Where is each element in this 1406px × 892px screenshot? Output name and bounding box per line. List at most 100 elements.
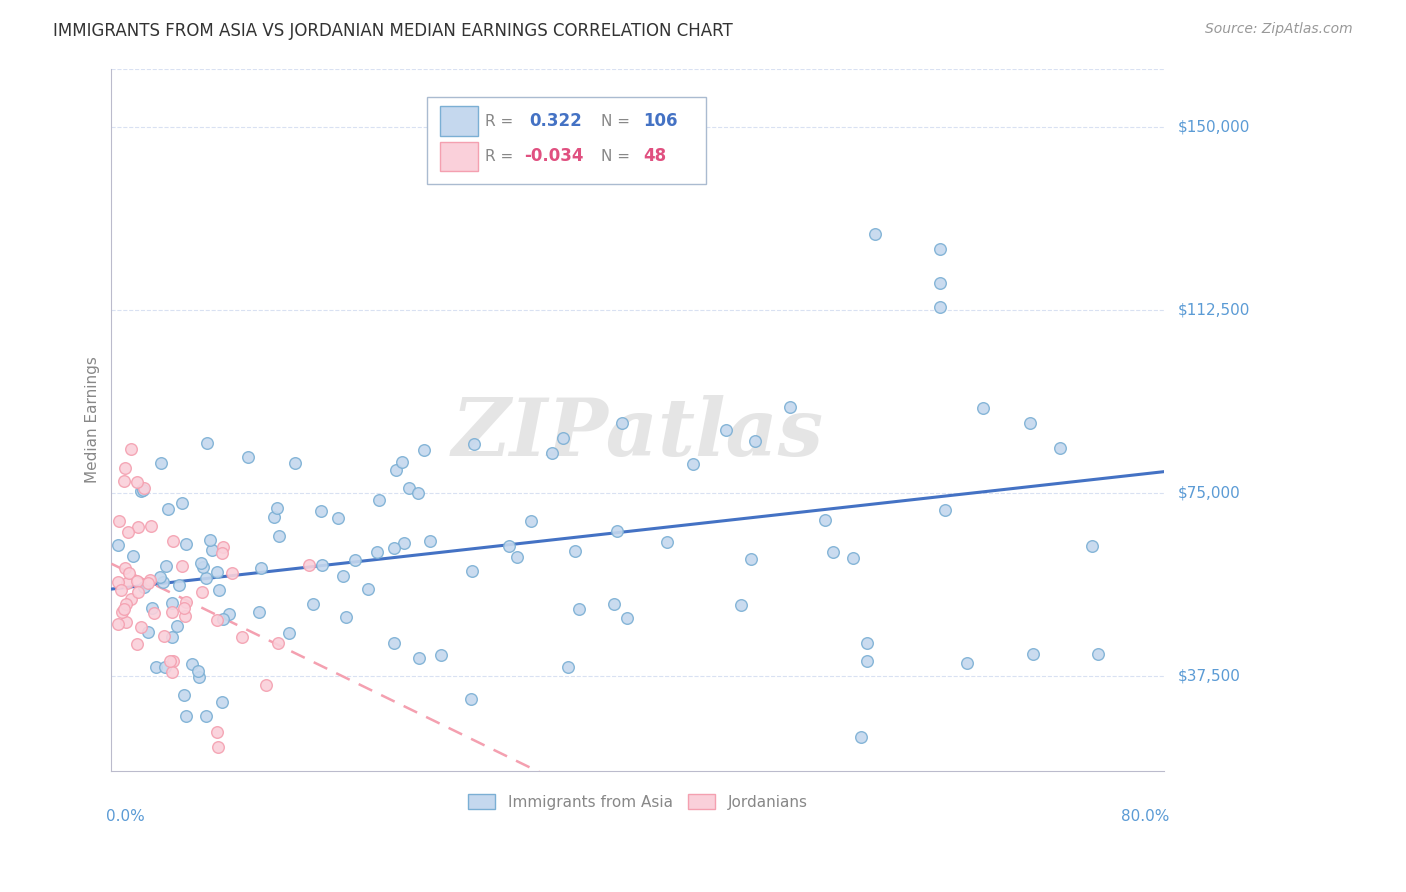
Point bbox=[851, 730, 873, 744]
Point bbox=[564, 543, 586, 558]
Point bbox=[112, 474, 135, 488]
Point bbox=[120, 592, 142, 607]
Point bbox=[218, 607, 240, 621]
Point bbox=[254, 678, 277, 692]
Point bbox=[159, 654, 181, 668]
Point bbox=[150, 456, 173, 470]
Point bbox=[153, 629, 176, 643]
Point bbox=[187, 664, 209, 678]
Point bbox=[115, 575, 138, 590]
Text: R =: R = bbox=[485, 113, 513, 128]
Point bbox=[498, 539, 520, 553]
Point bbox=[127, 574, 149, 588]
Point bbox=[170, 558, 193, 573]
Point bbox=[107, 574, 129, 589]
Point bbox=[174, 595, 197, 609]
Point bbox=[166, 619, 188, 633]
Point bbox=[107, 617, 129, 632]
Point bbox=[612, 416, 634, 430]
Point bbox=[298, 558, 321, 572]
Point bbox=[856, 654, 879, 668]
Point bbox=[107, 538, 129, 552]
FancyBboxPatch shape bbox=[440, 106, 478, 136]
Point bbox=[309, 504, 332, 518]
Point bbox=[856, 636, 879, 650]
Point bbox=[114, 561, 136, 575]
Point bbox=[744, 434, 766, 448]
Point bbox=[247, 605, 270, 619]
Point bbox=[117, 566, 139, 581]
Point bbox=[160, 596, 183, 610]
Point bbox=[207, 740, 229, 755]
Point bbox=[382, 541, 405, 556]
Point bbox=[208, 582, 231, 597]
Legend: Immigrants from Asia, Jordanians: Immigrants from Asia, Jordanians bbox=[461, 788, 814, 815]
Point bbox=[934, 502, 956, 516]
Point bbox=[129, 620, 152, 634]
Point bbox=[813, 513, 835, 527]
Point bbox=[384, 463, 406, 477]
Point bbox=[842, 551, 865, 566]
Point bbox=[181, 657, 204, 671]
Point bbox=[1087, 647, 1109, 661]
Point bbox=[169, 578, 191, 592]
Point bbox=[606, 524, 628, 538]
Point bbox=[382, 635, 405, 649]
Point bbox=[267, 636, 290, 650]
Y-axis label: Median Earnings: Median Earnings bbox=[86, 356, 100, 483]
Point bbox=[136, 575, 159, 590]
Text: $37,500: $37,500 bbox=[1178, 668, 1241, 683]
Point bbox=[391, 455, 413, 469]
Point bbox=[160, 630, 183, 644]
Text: Source: ZipAtlas.com: Source: ZipAtlas.com bbox=[1205, 22, 1353, 37]
Point bbox=[1081, 539, 1104, 553]
Point bbox=[419, 533, 441, 548]
Point bbox=[266, 500, 288, 515]
Text: 106: 106 bbox=[643, 112, 678, 130]
Point bbox=[195, 435, 218, 450]
Point bbox=[263, 509, 285, 524]
Point bbox=[195, 709, 218, 723]
Point bbox=[115, 597, 138, 611]
Point bbox=[117, 525, 139, 540]
Point bbox=[557, 660, 579, 674]
Point bbox=[156, 502, 179, 516]
Point bbox=[460, 691, 482, 706]
Text: $150,000: $150,000 bbox=[1178, 120, 1250, 135]
Point bbox=[463, 437, 485, 451]
Point bbox=[174, 537, 197, 551]
Point bbox=[821, 545, 844, 559]
Point bbox=[408, 651, 430, 665]
Text: N =: N = bbox=[600, 149, 630, 164]
Point bbox=[155, 559, 177, 574]
Point bbox=[461, 564, 484, 578]
Point bbox=[191, 585, 214, 599]
Text: ZIPatlas: ZIPatlas bbox=[451, 395, 824, 473]
Point bbox=[1021, 647, 1043, 661]
Point bbox=[368, 492, 391, 507]
Point bbox=[326, 511, 349, 525]
Text: 0.0%: 0.0% bbox=[105, 809, 145, 824]
Point bbox=[127, 520, 149, 534]
Text: 48: 48 bbox=[643, 147, 666, 165]
Point bbox=[335, 610, 357, 624]
Point bbox=[115, 615, 138, 629]
Point bbox=[110, 582, 132, 597]
Point bbox=[108, 515, 131, 529]
Point bbox=[211, 546, 233, 560]
Point bbox=[152, 574, 174, 589]
Point bbox=[284, 457, 307, 471]
Text: R =: R = bbox=[485, 149, 513, 164]
Point bbox=[205, 613, 228, 627]
Point bbox=[398, 481, 420, 495]
Point bbox=[162, 605, 184, 619]
Point bbox=[132, 483, 155, 497]
Point bbox=[160, 665, 183, 680]
Point bbox=[187, 670, 209, 684]
Point bbox=[145, 660, 167, 674]
Text: -0.034: -0.034 bbox=[524, 147, 583, 165]
Point bbox=[716, 423, 738, 437]
Point bbox=[112, 601, 135, 615]
Point bbox=[332, 569, 354, 583]
Point bbox=[553, 431, 575, 445]
